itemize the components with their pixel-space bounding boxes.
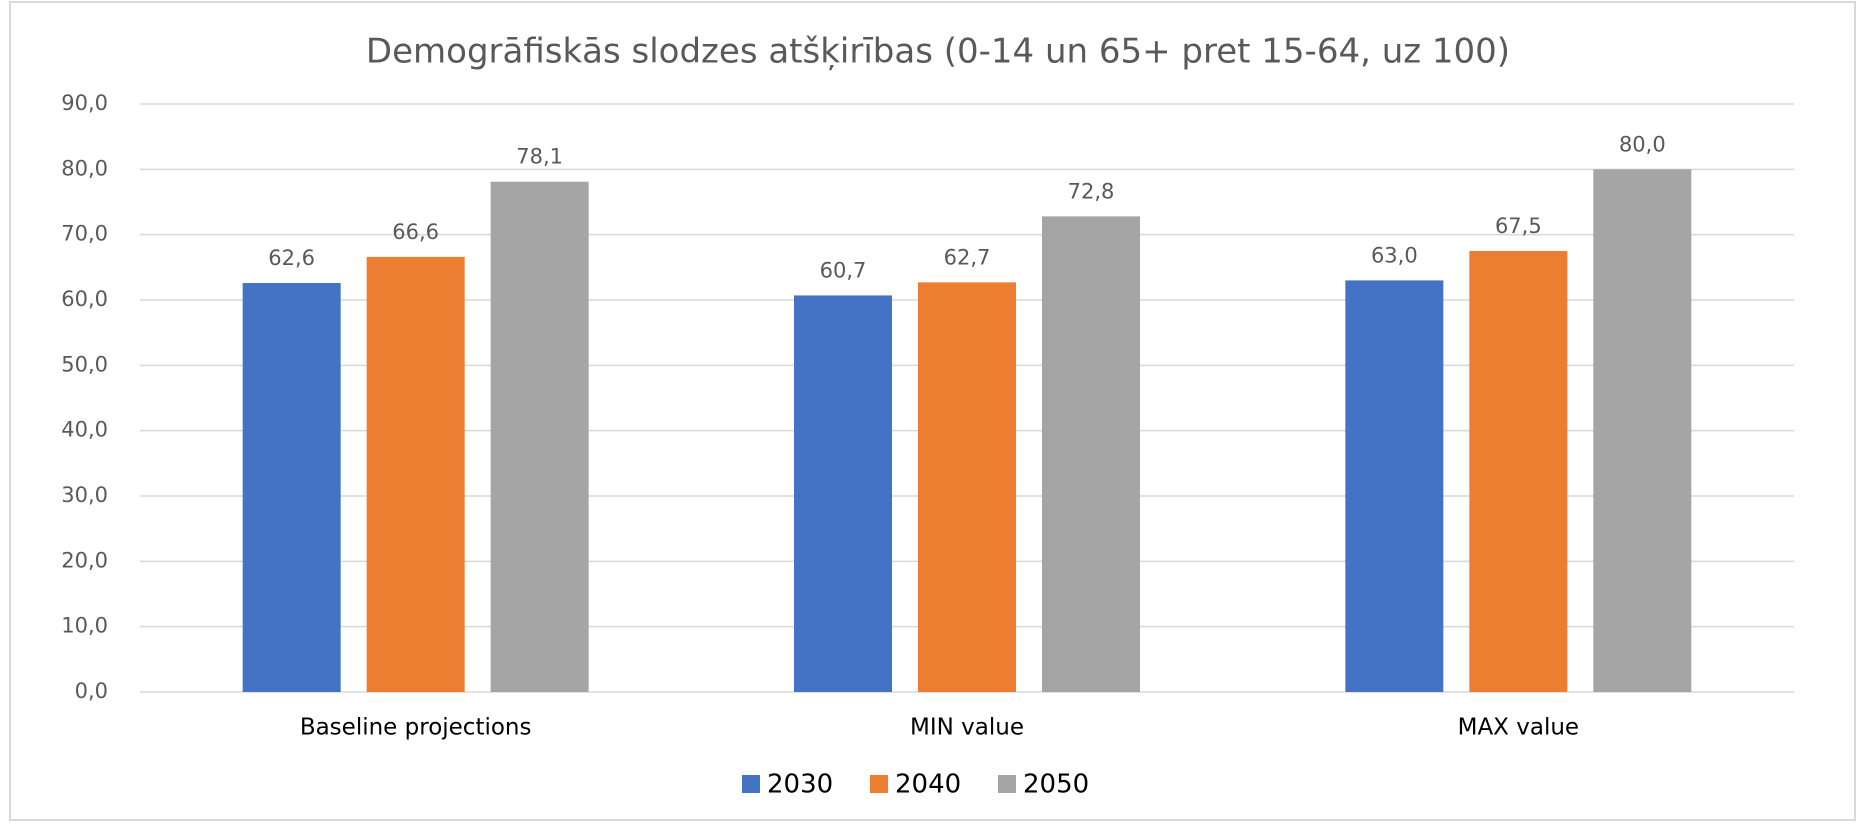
data-label: 63,0: [1371, 243, 1418, 267]
bar: [1345, 280, 1444, 692]
legend-swatch: [870, 775, 888, 793]
y-tick-label: 80,0: [61, 156, 108, 180]
x-tick-label: Baseline projections: [300, 715, 532, 741]
data-label: 62,6: [268, 246, 315, 270]
legend-swatch: [742, 775, 760, 793]
bar: [490, 181, 589, 692]
y-tick-label: 30,0: [61, 483, 108, 507]
y-tick-label: 10,0: [61, 614, 108, 638]
bar: [1469, 251, 1568, 692]
data-label: 80,0: [1619, 132, 1666, 156]
bar: [1593, 169, 1692, 693]
y-tick-label: 90,0: [61, 91, 108, 115]
data-label: 66,6: [392, 220, 439, 244]
data-label: 60,7: [820, 258, 867, 282]
y-tick-label: 20,0: [61, 548, 108, 572]
bar: [1042, 216, 1140, 692]
legend-label: 2050: [1023, 770, 1089, 800]
data-label: 67,5: [1495, 214, 1542, 238]
y-tick-label: 50,0: [61, 352, 108, 376]
legend-label: 2030: [767, 770, 833, 800]
y-tick-label: 0,0: [75, 679, 108, 703]
bar: [366, 256, 465, 692]
legend-label: 2040: [895, 770, 961, 800]
bar: [242, 283, 341, 692]
x-tick-label: MIN value: [910, 715, 1024, 741]
x-tick-label: MAX value: [1458, 715, 1579, 741]
bar: [794, 295, 892, 692]
y-tick-label: 60,0: [61, 287, 108, 311]
legend-swatch: [998, 775, 1016, 793]
data-label: 78,1: [516, 145, 563, 169]
bar: [918, 282, 1016, 692]
chart-title: Demogrāfiskās slodzes atšķirības (0-14 u…: [366, 32, 1510, 72]
y-tick-label: 70,0: [61, 222, 108, 246]
data-label: 72,8: [1068, 179, 1115, 203]
y-tick-label: 40,0: [61, 418, 108, 442]
data-label: 62,7: [944, 245, 991, 269]
